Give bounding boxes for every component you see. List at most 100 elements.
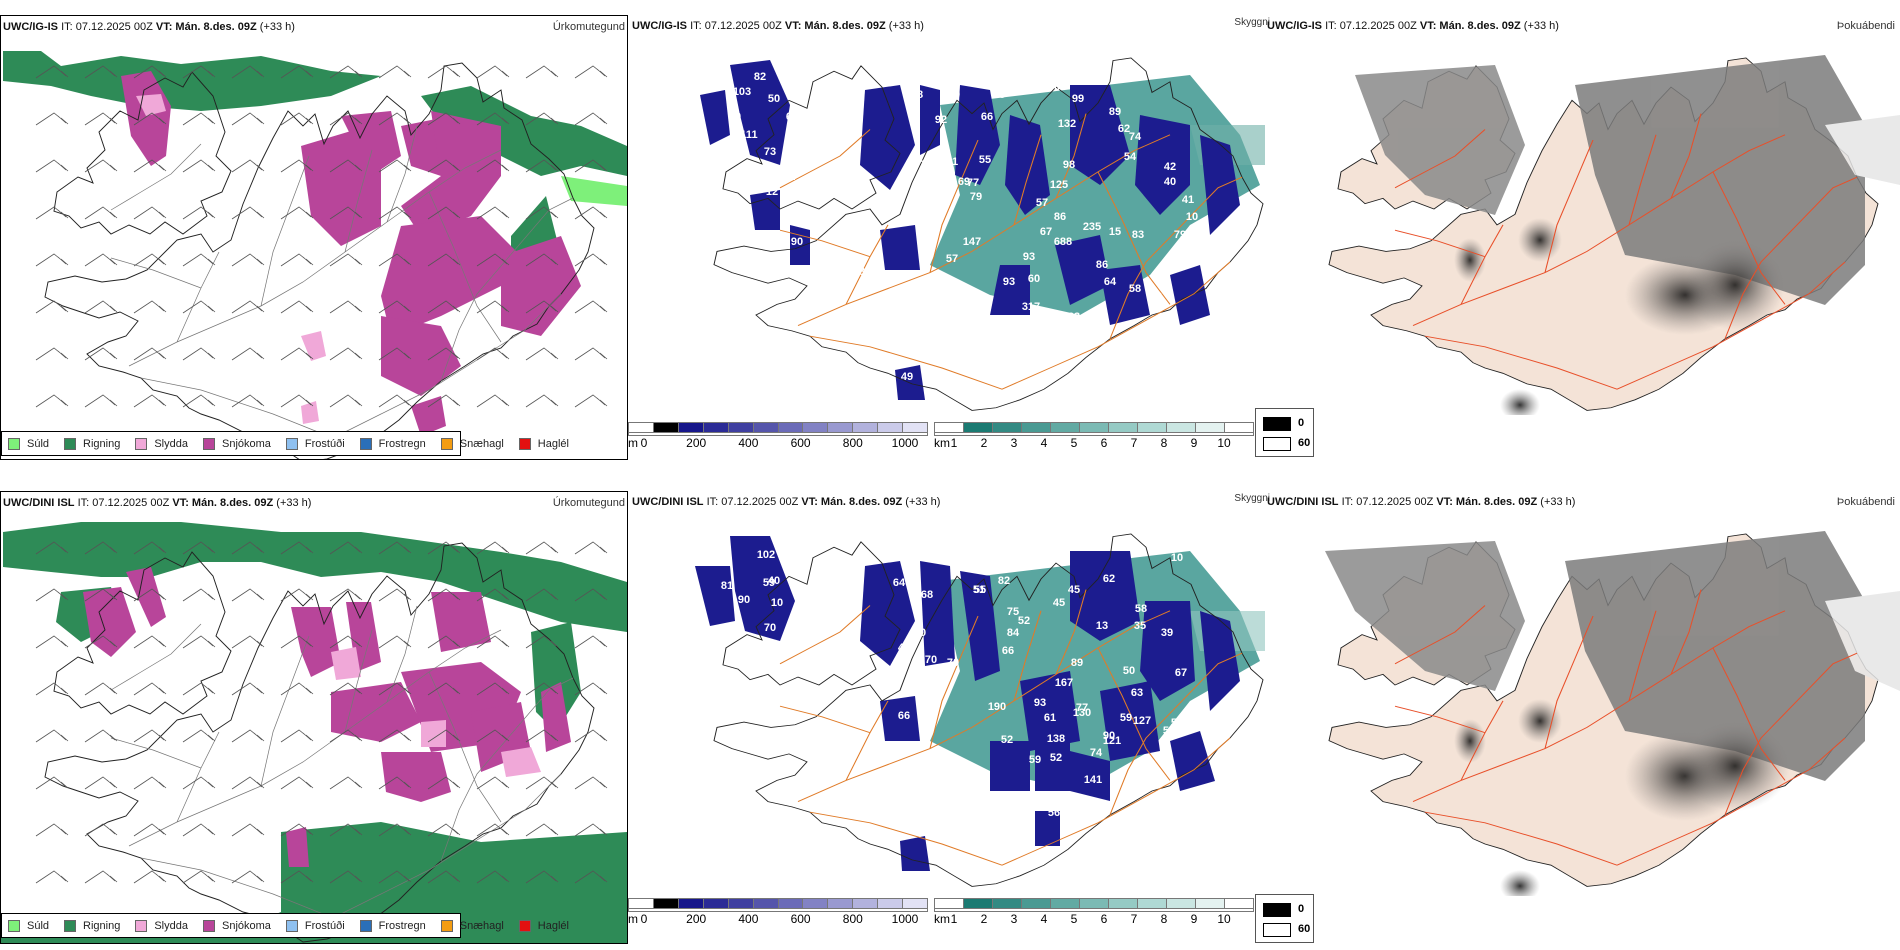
- legend-label: Snjókoma: [221, 437, 271, 450]
- cloud-base-value: 62: [1118, 123, 1130, 135]
- wind-barb: [280, 206, 314, 220]
- wind-barb: [231, 253, 265, 267]
- colorbar-tick: 2: [980, 436, 988, 450]
- wind-barb: [133, 112, 167, 126]
- colorbar-cell: [728, 423, 754, 432]
- colorbar-tick: 10: [1217, 436, 1231, 450]
- colorbar-tick: 2: [980, 912, 988, 926]
- colorbar-cell: [1138, 423, 1167, 432]
- colorbar-cell: [1109, 899, 1138, 908]
- cloud-base-value: 61: [1044, 712, 1056, 724]
- fog-legend: 0 60: [1255, 894, 1314, 943]
- panel-title: UWC/IG-IS IT: 07.12.2025 00Z VT: Mán. 8.…: [632, 20, 924, 32]
- wind-barb: [427, 206, 461, 220]
- wind-barb: [476, 65, 510, 79]
- legend-item: Frostregn: [359, 437, 426, 450]
- legend-swatch: [64, 437, 77, 450]
- colorbar-tick: 6: [1100, 912, 1108, 926]
- wind-barb: [84, 776, 118, 790]
- legend-label: Slydda: [154, 437, 188, 450]
- wind-barb: [329, 682, 363, 696]
- colorbar-tick: 9: [1190, 436, 1198, 450]
- cloud-base-value: 93: [1023, 251, 1035, 263]
- cloud-base-value: 61: [793, 610, 805, 622]
- cloud-base-value: 74: [1090, 747, 1103, 759]
- cloud-base-value: 12: [856, 715, 868, 727]
- colorbar-cell: [828, 899, 854, 908]
- wind-barb: [329, 729, 363, 743]
- cloud-base-value: 67: [1040, 226, 1052, 238]
- cloud-base-value: 75: [1007, 606, 1019, 618]
- wind-barb: [476, 300, 510, 314]
- cloud-base-value: 59: [763, 577, 775, 589]
- colorbar-tick: 3: [1010, 912, 1018, 926]
- cloud-base-value: 10: [1171, 552, 1183, 564]
- wind-barb: [35, 112, 69, 126]
- wind-barb: [378, 823, 412, 837]
- cloud-base-value: 136: [1042, 81, 1060, 93]
- wind-barb: [574, 776, 608, 790]
- wind-barb: [378, 253, 412, 267]
- wind-barb: [378, 729, 412, 743]
- colorbar-cell: [1196, 899, 1225, 908]
- wind-barb: [182, 823, 216, 837]
- colorbar-tick: 8: [1160, 436, 1168, 450]
- colorbar-cell: [1080, 899, 1109, 908]
- colorbar-tick: 4: [1040, 436, 1048, 450]
- precip-type-panel-bottom: UWC/DINI ISL IT: 07.12.2025 00Z VT: Mán.…: [0, 491, 628, 944]
- wind-barb: [35, 347, 69, 361]
- cloud-base-value: 103: [733, 86, 751, 98]
- colorbar-tick: 7: [1130, 912, 1138, 926]
- cloud-vis-panel-bottom: UWC/DINI ISL IT: 07.12.2025 00Z VT: Mán.…: [628, 491, 1270, 946]
- cloud-base-value: 10: [841, 589, 853, 601]
- cloud-base-value: 68: [921, 589, 933, 601]
- wind-barb: [35, 159, 69, 173]
- colorbar-cell: [993, 899, 1022, 908]
- cloud-base-value: 53: [1141, 762, 1153, 774]
- legend-label: Frostúði: [304, 437, 345, 450]
- cloud-base-value: 15: [1109, 226, 1121, 238]
- cloud-base-value: 49: [948, 89, 960, 101]
- wind-barb: [525, 394, 559, 408]
- legend-swatch: [202, 919, 215, 932]
- cloud-base-value: 63: [1068, 311, 1080, 323]
- cloud-base-value: 141: [1084, 774, 1102, 786]
- wind-barbs: [35, 65, 608, 408]
- wind-barb: [84, 541, 118, 555]
- wind-barb: [476, 541, 510, 555]
- wind-barb: [525, 300, 559, 314]
- wind-barb: [427, 541, 461, 555]
- wind-barb: [84, 823, 118, 837]
- wind-barb: [378, 776, 412, 790]
- wind-barb: [574, 347, 608, 361]
- fog-shading: [1325, 531, 1900, 896]
- wind-barb: [329, 394, 363, 408]
- wind-barb: [427, 253, 461, 267]
- precip-areas: [3, 51, 627, 436]
- colorbar-cell: [1225, 899, 1253, 908]
- cloud-base-value: 67: [1175, 667, 1187, 679]
- wind-barb: [476, 823, 510, 837]
- wind-barb: [280, 347, 314, 361]
- legend-item: Snæhagl: [440, 437, 504, 450]
- cloud-base-value: 86: [1096, 259, 1108, 271]
- wind-barb: [378, 112, 412, 126]
- wind-barb: [231, 300, 265, 314]
- wind-barb: [280, 776, 314, 790]
- cloud-base-value: 50: [1123, 665, 1135, 677]
- wind-barb: [329, 635, 363, 649]
- colorbar-tick: 0: [640, 912, 648, 926]
- wind-barb: [35, 541, 69, 555]
- legend-swatch: [285, 919, 298, 932]
- wind-barb: [280, 394, 314, 408]
- wind-barb: [84, 112, 118, 126]
- legend-item: Haglél: [518, 437, 569, 450]
- precip-type-legend: Súld Rigning Slydda Snjókoma Frostúði Frostre…: [1, 913, 569, 938]
- cloud-base-value: 167: [1055, 677, 1073, 689]
- wind-barb: [574, 823, 608, 837]
- wind-barb: [133, 729, 167, 743]
- colorbar-tick: 1: [950, 436, 958, 450]
- panel-title: UWC/DINI ISL IT: 07.12.2025 00Z VT: Mán.…: [3, 497, 312, 509]
- colorbar-tick: 10: [1217, 912, 1231, 926]
- wind-barb: [280, 159, 314, 173]
